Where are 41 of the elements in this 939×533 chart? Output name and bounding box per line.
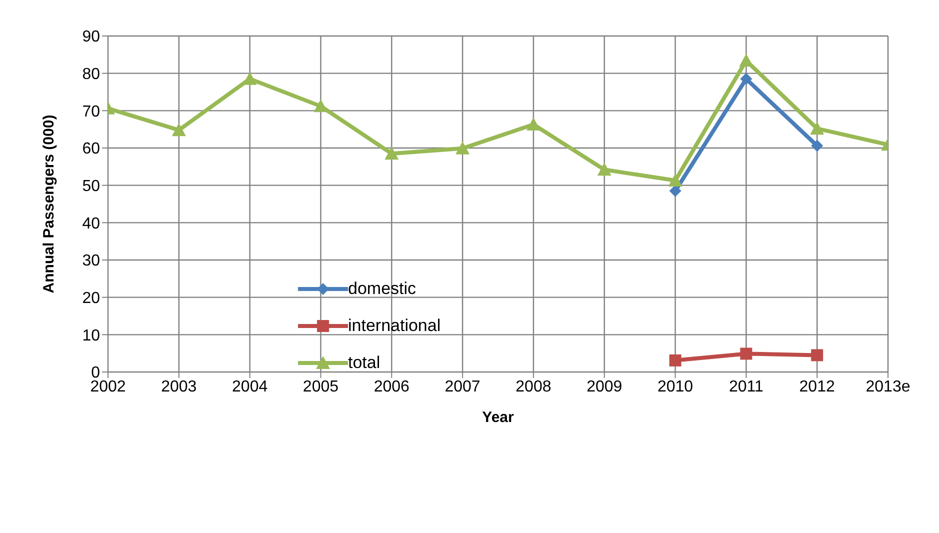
point [314,99,328,112]
y-tick-label: 70 [82,103,100,120]
legend-label: international [348,315,441,337]
point [740,72,752,85]
y-tick-label: 30 [82,252,100,270]
point [172,123,186,136]
x-tick-label: 2010 [657,378,694,396]
x-tick-label: 2011 [728,378,764,396]
x-tick-label: 2006 [374,378,410,396]
x-tick-label: 2002 [90,378,126,396]
point [810,122,824,135]
x-tick-label: 2012 [799,378,835,396]
y-tick-label: 20 [82,290,100,308]
x-tick-label: 2005 [302,378,339,396]
y-axis-title: Annual Passengers (000) [40,114,58,294]
legend-label: domestic [348,278,416,300]
y-tick-label: 40 [82,215,100,232]
point [740,348,752,360]
point [669,354,682,366]
point [739,54,754,67]
point [526,117,540,130]
x-tick-label: 2004 [232,378,268,396]
x-axis-title: Year [482,409,514,426]
x-tick-label: 2007 [444,378,480,396]
y-tick-label: 50 [82,178,100,196]
point [668,173,682,186]
y-tick-label: 10 [82,327,100,344]
point [384,146,399,160]
x-tick-label: 2003 [161,378,197,396]
y-tick-label: 60 [82,140,100,158]
point [242,72,257,85]
point [811,349,824,362]
x-tick-label: 2009 [586,378,622,396]
point [456,141,470,154]
y-tick-label: 80 [82,66,100,84]
x-tick-label: 2008 [516,378,552,396]
y-tick-label: 90 [82,28,100,46]
x-tick-label: 2013e [866,378,910,396]
point [811,140,824,152]
legend-label: total [348,353,380,372]
point [597,162,612,176]
